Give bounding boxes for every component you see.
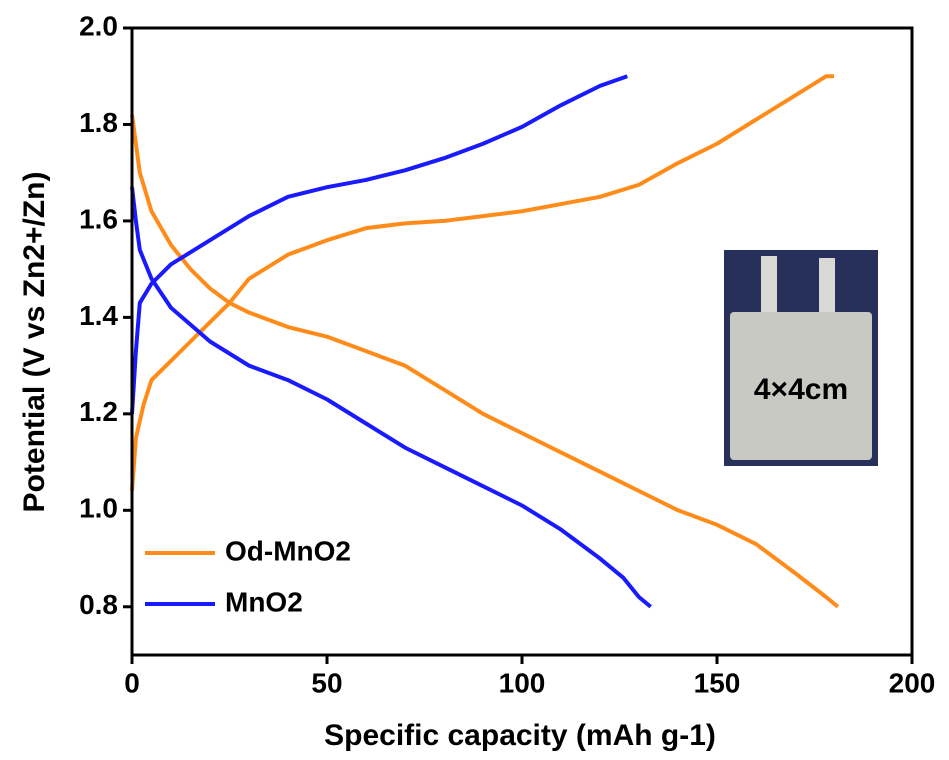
plot-frame [130,26,914,657]
pouch [730,312,872,460]
y-tick-label: 0.8 [79,589,118,620]
tab [819,258,835,320]
y-tick-label: 1.0 [79,493,118,524]
y-tick-label: 1.6 [79,203,118,234]
y-tick-label: 1.8 [79,107,118,138]
x-tick-label: 100 [499,667,546,698]
tab [761,256,777,320]
x-tick-label: 50 [311,667,342,698]
inset-photo: 4×4cm [724,250,878,466]
y-tick-label: 2.0 [79,10,118,41]
x-axis-label: Specific capacity (mAh g-1) [324,719,716,752]
legend-label: MnO2 [225,586,303,617]
x-tick-label: 200 [889,667,936,698]
annotation: 4×4cm [754,373,848,406]
y-axis-label: Potential (V vs Zn2+/Zn) [18,172,51,513]
y-tick-label: 1.4 [79,300,118,331]
series-line [130,74,840,609]
x-tick-label: 150 [694,667,741,698]
legend-label: Od-MnO2 [225,535,351,566]
y-tick-label: 1.2 [79,396,118,427]
series-line [130,74,652,609]
x-tick-label: 0 [124,667,140,698]
